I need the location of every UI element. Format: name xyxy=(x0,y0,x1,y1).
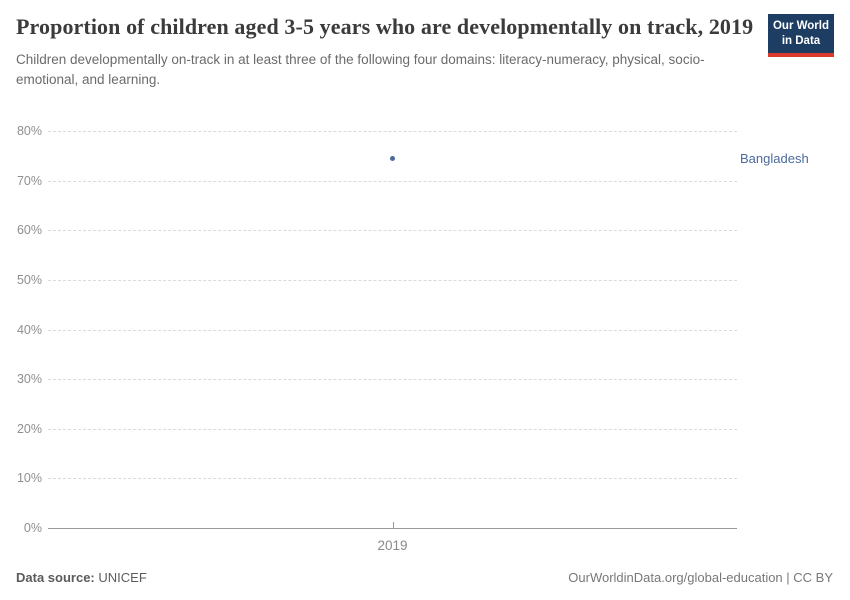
gridline-20 xyxy=(48,428,737,430)
y-axis-tick-label-20: 20% xyxy=(16,421,42,436)
y-axis-tick-label-10: 10% xyxy=(16,471,42,486)
y-axis-tick-label-30: 30% xyxy=(16,372,42,387)
owid-logo-line2: in Data xyxy=(781,34,821,47)
gridline-30 xyxy=(48,379,737,381)
data-source-label: Data source: xyxy=(16,570,95,585)
series-label-bangladesh[interactable]: Bangladesh xyxy=(740,150,809,166)
footer-license-url: OurWorldinData.org/global-education | CC… xyxy=(568,570,833,585)
gridline-50 xyxy=(48,279,737,281)
x-axis-line xyxy=(48,528,737,529)
y-axis-tick-label-0: 0% xyxy=(23,521,42,535)
data-point-bangladesh[interactable] xyxy=(390,156,395,162)
gridline-60 xyxy=(48,230,737,232)
data-source: Data source: UNICEF xyxy=(16,570,147,585)
gridline-80 xyxy=(48,131,737,132)
chart-footer: Data source: UNICEF OurWorldinData.org/g… xyxy=(16,570,833,585)
gridline-70 xyxy=(48,180,737,182)
owid-logo[interactable]: Our World in Data xyxy=(768,14,834,57)
chart-title: Proportion of children aged 3-5 years wh… xyxy=(16,14,754,39)
y-axis-tick-label-40: 40% xyxy=(16,322,42,337)
y-axis-tick-label-50: 50% xyxy=(16,272,42,287)
data-source-value: UNICEF xyxy=(98,570,147,585)
gridline-40 xyxy=(48,329,737,331)
chart-subtitle: Children developmentally on-track in at … xyxy=(16,52,705,87)
x-axis-tick xyxy=(392,522,394,528)
y-axis-tick-label-80: 80% xyxy=(16,124,42,138)
owid-logo-line1: Our World xyxy=(772,20,829,32)
chart-header: Proportion of children aged 3-5 years wh… xyxy=(16,13,834,89)
y-axis-tick-label-60: 60% xyxy=(16,223,42,238)
gridline-10 xyxy=(48,478,737,480)
y-axis-tick-label-70: 70% xyxy=(16,173,42,188)
x-axis-tick-label: 2019 xyxy=(377,538,408,553)
